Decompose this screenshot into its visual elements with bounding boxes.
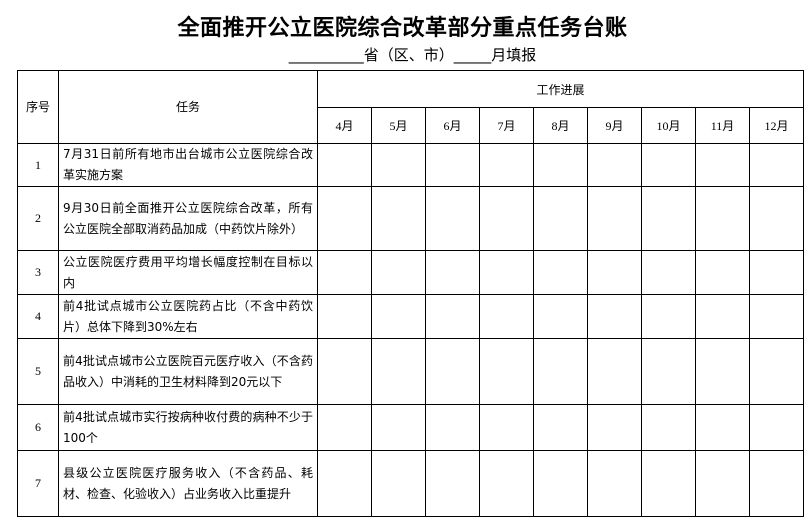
row-task: 公立医院医疗费用平均增长幅度控制在目标以内	[58, 250, 318, 295]
progress-cell[interactable]	[317, 250, 372, 295]
progress-cell[interactable]	[425, 294, 480, 339]
table-row: 4 前4批试点城市公立医院药占比（不含中药饮片）总体下降到30%左右	[17, 294, 804, 339]
progress-cell[interactable]	[695, 186, 750, 251]
progress-cell[interactable]	[371, 250, 426, 295]
row-task: 县级公立医院医疗服务收入（不含药品、耗材、检查、化验收入）占业务收入比重提升	[58, 450, 318, 517]
row-task: 前4批试点城市实行按病种收付费的病种不少于100个	[58, 404, 318, 451]
progress-cell[interactable]	[317, 143, 372, 187]
progress-cell[interactable]	[425, 404, 480, 451]
header-month: 6月	[425, 107, 480, 144]
progress-cell[interactable]	[695, 450, 750, 517]
progress-cell[interactable]	[533, 294, 588, 339]
progress-cell[interactable]	[641, 186, 696, 251]
progress-cell[interactable]	[695, 294, 750, 339]
header-month: 5月	[371, 107, 426, 144]
progress-cell[interactable]	[749, 250, 804, 295]
progress-cell[interactable]	[479, 294, 534, 339]
header-seq: 序号	[17, 70, 59, 144]
progress-cell[interactable]	[425, 450, 480, 517]
header-month: 12月	[749, 107, 804, 144]
header-month: 8月	[533, 107, 588, 144]
row-task: 前4批试点城市公立医院药占比（不含中药饮片）总体下降到30%左右	[58, 294, 318, 339]
header-month: 7月	[479, 107, 534, 144]
progress-cell[interactable]	[533, 450, 588, 517]
row-seq: 3	[17, 250, 59, 295]
progress-cell[interactable]	[641, 450, 696, 517]
progress-cell[interactable]	[587, 186, 642, 251]
progress-cell[interactable]	[587, 404, 642, 451]
progress-cell[interactable]	[749, 404, 804, 451]
row-seq: 2	[17, 186, 59, 251]
progress-cell[interactable]	[533, 186, 588, 251]
progress-cell[interactable]	[479, 143, 534, 187]
progress-cell[interactable]	[479, 250, 534, 295]
progress-cell[interactable]	[425, 186, 480, 251]
progress-cell[interactable]	[749, 450, 804, 517]
progress-cell[interactable]	[479, 186, 534, 251]
table-row: 6 前4批试点城市实行按病种收付费的病种不少于100个	[17, 404, 804, 451]
progress-cell[interactable]	[749, 294, 804, 339]
progress-cell[interactable]	[587, 250, 642, 295]
row-seq: 1	[17, 143, 59, 187]
progress-cell[interactable]	[479, 404, 534, 451]
progress-cell[interactable]	[479, 450, 534, 517]
table-row: 3 公立医院医疗费用平均增长幅度控制在目标以内	[17, 250, 804, 295]
progress-cell[interactable]	[371, 186, 426, 251]
row-task: 7月31日前所有地市出台城市公立医院综合改革实施方案	[58, 143, 318, 187]
progress-cell[interactable]	[533, 404, 588, 451]
progress-cell[interactable]	[425, 338, 480, 405]
progress-cell[interactable]	[695, 143, 750, 187]
progress-cell[interactable]	[749, 143, 804, 187]
progress-cell[interactable]	[425, 250, 480, 295]
progress-cell[interactable]	[317, 186, 372, 251]
progress-cell[interactable]	[371, 294, 426, 339]
progress-cell[interactable]	[749, 186, 804, 251]
header-progress: 工作进展	[317, 70, 804, 108]
table-row: 2 9月30日前全面推开公立医院综合改革，所有公立医院全部取消药品加成（中药饮片除…	[17, 186, 804, 251]
header-month: 10月	[641, 107, 696, 144]
progress-cell[interactable]	[371, 143, 426, 187]
row-seq: 4	[17, 294, 59, 339]
progress-cell[interactable]	[641, 250, 696, 295]
progress-cell[interactable]	[533, 250, 588, 295]
row-task: 前4批试点城市公立医院百元医疗收入（不含药品收入）中消耗的卫生材料降到20元以下	[58, 338, 318, 405]
progress-cell[interactable]	[695, 404, 750, 451]
progress-cell[interactable]	[371, 404, 426, 451]
progress-cell[interactable]	[317, 404, 372, 451]
progress-cell[interactable]	[587, 143, 642, 187]
table-row: 1 7月31日前所有地市出台城市公立医院综合改革实施方案	[17, 143, 804, 187]
task-ledger-table: 序号 任务 工作进展 4月 5月 6月 7月 8月 9月 10月 11月 12月 1 7月31日前…	[17, 70, 804, 517]
row-task: 9月30日前全面推开公立医院综合改革，所有公立医院全部取消药品加成（中药饮片除外…	[58, 186, 318, 251]
progress-cell[interactable]	[641, 294, 696, 339]
progress-cell[interactable]	[695, 250, 750, 295]
row-seq: 7	[17, 450, 59, 517]
row-seq: 6	[17, 404, 59, 451]
header-month: 4月	[317, 107, 372, 144]
progress-cell[interactable]	[533, 143, 588, 187]
progress-cell[interactable]	[587, 338, 642, 405]
table-row: 7 县级公立医院医疗服务收入（不含药品、耗材、检查、化验收入）占业务收入比重提升	[17, 450, 804, 517]
page-title: 全面推开公立医院综合改革部分重点任务台账	[177, 16, 628, 41]
progress-cell[interactable]	[587, 450, 642, 517]
progress-cell[interactable]	[479, 338, 534, 405]
progress-cell[interactable]	[371, 450, 426, 517]
progress-cell[interactable]	[641, 143, 696, 187]
progress-cell[interactable]	[641, 338, 696, 405]
progress-cell[interactable]	[371, 338, 426, 405]
row-seq: 5	[17, 338, 59, 405]
progress-cell[interactable]	[533, 338, 588, 405]
header-month: 9月	[587, 107, 642, 144]
progress-cell[interactable]	[317, 294, 372, 339]
table-row: 5 前4批试点城市公立医院百元医疗收入（不含药品收入）中消耗的卫生材料降到20元以…	[17, 338, 804, 405]
progress-cell[interactable]	[317, 450, 372, 517]
header-task: 任务	[58, 70, 318, 144]
progress-cell[interactable]	[695, 338, 750, 405]
progress-cell[interactable]	[425, 143, 480, 187]
progress-cell[interactable]	[587, 294, 642, 339]
progress-cell[interactable]	[641, 404, 696, 451]
progress-cell[interactable]	[317, 338, 372, 405]
progress-cell[interactable]	[749, 338, 804, 405]
page-subtitle: __________省（区、市）_____月填报	[288, 46, 537, 64]
header-month: 11月	[695, 107, 750, 144]
